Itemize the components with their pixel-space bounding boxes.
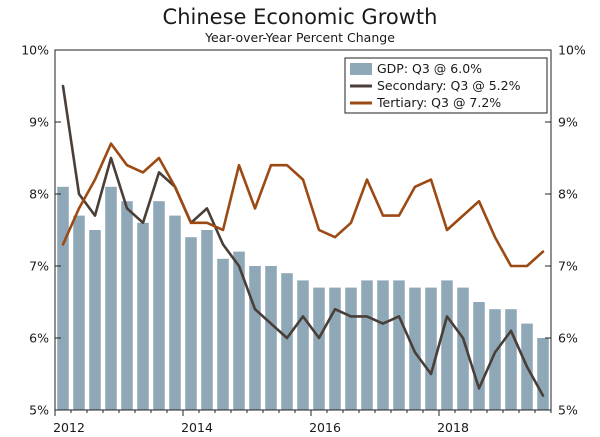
gdp-bar	[265, 266, 277, 410]
gdp-bar	[169, 215, 181, 410]
y-tick-label-left: 8%	[29, 187, 49, 202]
gdp-bar	[377, 280, 389, 410]
gdp-bar	[409, 287, 421, 410]
gdp-bar	[313, 287, 325, 410]
y-axis-left: 5% 6% 7% 8% 9% 10%	[21, 43, 61, 418]
gdp-bar	[217, 258, 229, 410]
y-tick-label-right: 5%	[558, 403, 578, 418]
legend-box	[344, 57, 548, 114]
x-tick-label: 2018	[437, 420, 469, 435]
y-tick-label-right: 10%	[558, 43, 586, 58]
gdp-bar	[89, 230, 101, 410]
gdp-bar	[57, 186, 69, 410]
x-tick-label: 2016	[309, 420, 341, 435]
y-tick-label-left: 10%	[21, 43, 49, 58]
y-tick-label-right: 9%	[558, 115, 578, 130]
gdp-bar	[505, 309, 517, 410]
chart-subtitle: Year-over-Year Percent Change	[204, 30, 395, 45]
tertiary-line	[61, 142, 545, 268]
gdp-bar	[297, 280, 309, 410]
y-tick-label-left: 7%	[29, 259, 49, 274]
x-tick-label: 2014	[181, 420, 213, 435]
gdp-bars	[57, 186, 549, 410]
gdp-bar	[201, 230, 213, 410]
gdp-bar	[137, 222, 149, 410]
legend-label-secondary: Secondary: Q3 @ 5.2%	[377, 78, 521, 93]
x-tick-label: 2012	[53, 420, 85, 435]
legend-label-tertiary: Tertiary: Q3 @ 7.2%	[376, 95, 501, 110]
y-tick-label-left: 6%	[29, 331, 49, 346]
gdp-bar	[345, 287, 357, 410]
gdp-bar	[121, 201, 133, 410]
gdp-bar	[105, 186, 117, 410]
legend-swatch-gdp	[350, 63, 372, 75]
y-tick-label-right: 8%	[558, 187, 578, 202]
gdp-bar	[441, 280, 453, 410]
gdp-bar	[73, 215, 85, 410]
legend-label-gdp: GDP: Q3 @ 6.0%	[377, 61, 482, 76]
gdp-bar	[233, 251, 245, 410]
legend: GDP: Q3 @ 6.0% Secondary: Q3 @ 5.2% Tert…	[344, 57, 548, 114]
secondary-line	[61, 84, 545, 397]
y-tick-label-right: 7%	[558, 259, 578, 274]
chart-title: Chinese Economic Growth	[163, 5, 438, 29]
gdp-bar	[457, 287, 469, 410]
gdp-bar	[473, 302, 485, 410]
y-tick-label-left: 9%	[29, 115, 49, 130]
gdp-bar	[153, 201, 165, 410]
y-tick-label-right: 6%	[558, 331, 578, 346]
series-lines	[61, 84, 545, 397]
gdp-bar	[489, 309, 501, 410]
y-tick-label-left: 5%	[29, 403, 49, 418]
gdp-bar	[393, 280, 405, 410]
gdp-bar	[329, 287, 341, 410]
gdp-bar	[281, 273, 293, 410]
gdp-bar	[361, 280, 373, 410]
gdp-bar	[425, 287, 437, 410]
x-axis: 2012 2014 2016 2018	[53, 410, 552, 435]
gdp-bar	[185, 237, 197, 410]
gdp-bar	[537, 338, 549, 410]
y-axis-right: 5% 6% 7% 8% 9% 10%	[545, 43, 586, 418]
plot-frame	[54, 49, 552, 411]
gdp-bar	[249, 266, 261, 410]
